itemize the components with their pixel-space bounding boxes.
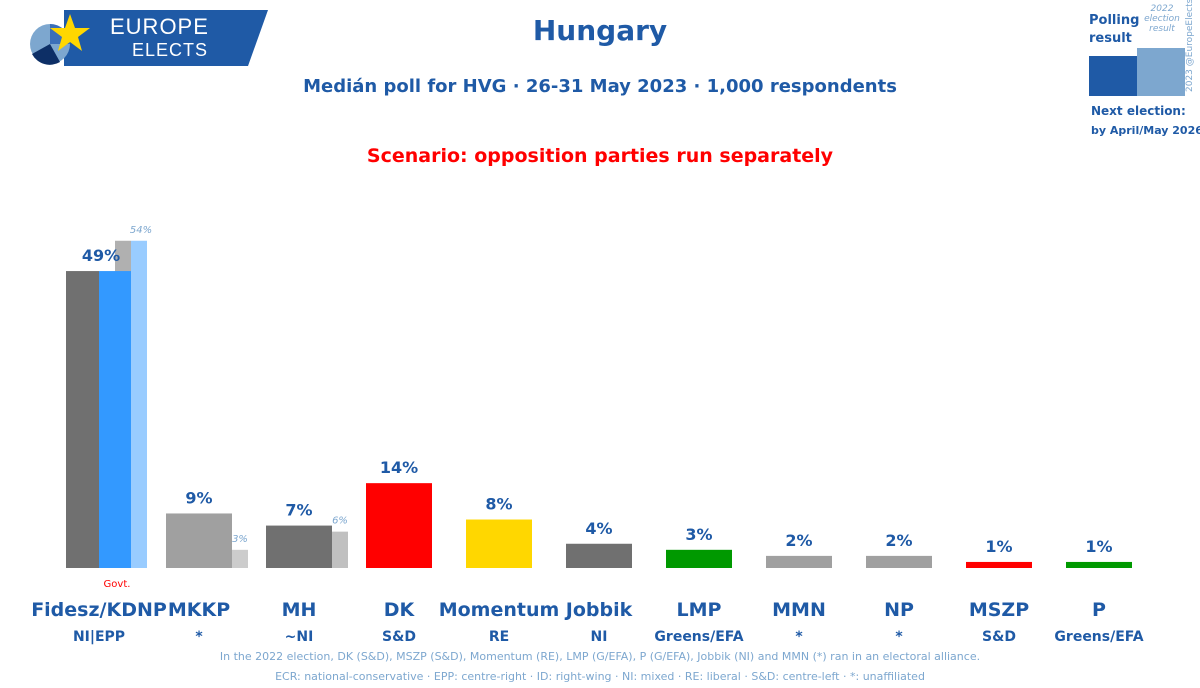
bar-mmn	[766, 555, 832, 568]
bar-jobbik	[566, 543, 632, 568]
bar-fidesz-kdnp-shadow	[66, 271, 99, 568]
legend-previous-swatch	[1137, 48, 1185, 96]
chart-subtitle: Medián poll for HVG · 26-31 May 2023 · 1…	[303, 76, 897, 97]
party-group-np: *	[895, 629, 903, 645]
party-name-dk: DK	[384, 599, 416, 621]
bar-mkkp	[166, 513, 232, 568]
party-name-np: NP	[884, 599, 914, 621]
scenario-label: Scenario: opposition parties run separat…	[366, 145, 834, 167]
party-group-jobbik: NI	[591, 629, 608, 645]
value-label-mkkp: 9%	[185, 488, 212, 507]
value-label-p: 1%	[1085, 537, 1112, 556]
value-label-momentum: 8%	[485, 495, 512, 514]
legend-polling-label: Polling result	[1089, 13, 1140, 46]
europe-elects-logo: EUROPE ELECTS	[20, 10, 268, 66]
legend-previous-label: 2022 election result	[1144, 4, 1180, 34]
logo-pie-slice	[32, 44, 60, 65]
logo-line1: EUROPE	[110, 14, 209, 39]
bar-momentum	[466, 519, 532, 568]
party-group-p: Greens/EFA	[1054, 629, 1143, 645]
party-group-lmp: Greens/EFA	[654, 629, 743, 645]
legend-poll-swatch	[1089, 56, 1137, 96]
value-label-lmp: 3%	[685, 525, 712, 544]
value-label-mszp: 1%	[985, 537, 1012, 556]
party-group-dk: S&D	[382, 629, 416, 645]
bar-dk	[366, 483, 432, 568]
party-group-mszp: S&D	[982, 629, 1016, 645]
next-election-value: by April/May 2026	[1091, 124, 1200, 137]
footnote-alliance: In the 2022 election, DK (S&D), MSZP (S&…	[219, 650, 981, 663]
party-name-lmp: LMP	[677, 599, 722, 621]
star-icon	[50, 14, 90, 51]
govt-badge: Govt.	[104, 579, 131, 590]
party-name-p: P	[1092, 599, 1106, 621]
prev-label-mkkp: 3%	[232, 534, 248, 545]
party-group-momentum: RE	[489, 629, 509, 645]
bar-mszp	[966, 561, 1032, 568]
party-name-mkkp: MKKP	[168, 599, 230, 621]
bar-fidesz-kdnp	[99, 271, 132, 568]
bar-mh	[266, 525, 332, 568]
party-name-mh: MH	[282, 599, 317, 621]
value-label-mh: 7%	[285, 501, 312, 520]
logo-graphic	[30, 10, 268, 66]
value-label-np: 2%	[885, 531, 912, 550]
party-name-jobbik: Jobbik	[564, 599, 633, 621]
bar-lmp	[666, 549, 732, 568]
bar-p	[1066, 561, 1132, 568]
logo-line2: ELECTS	[132, 40, 209, 60]
bar-mkkp-prev	[232, 549, 248, 568]
prev-label-mh: 6%	[332, 516, 348, 527]
prev-label-fidesz-kdnp: 54%	[130, 225, 152, 236]
party-group-mh: ~NI	[285, 629, 314, 645]
value-label-dk: 14%	[380, 458, 418, 477]
party-group-fidesz-kdnp: NI|EPP	[73, 629, 125, 645]
party-name-fidesz-kdnp: Fidesz/KDNP	[31, 599, 167, 621]
footnote-groups: ECR: national-conservative · EPP: centre…	[275, 670, 925, 683]
value-label-mmn: 2%	[785, 531, 812, 550]
party-name-mszp: MSZP	[969, 599, 1029, 621]
legend: Polling result 2022 election result 2023…	[1085, 0, 1200, 144]
chart-title: Hungary	[532, 14, 668, 47]
party-name-momentum: Momentum	[439, 599, 560, 621]
party-name-mmn: MMN	[772, 599, 826, 621]
value-label-fidesz-kdnp: 49%	[82, 246, 120, 265]
logo-banner	[64, 10, 268, 66]
bar-np	[866, 555, 932, 568]
bar-mh-prev	[332, 531, 348, 568]
party-group-mmn: *	[795, 629, 803, 645]
value-label-jobbik: 4%	[585, 519, 612, 538]
bars-layer: 49% 54% Govt. Fidesz/KDNP NI|EPP 9% 3% MKKP * 7% 6…	[31, 225, 1144, 645]
party-group-mkkp: *	[195, 629, 203, 645]
next-election-label: Next election:	[1091, 104, 1186, 118]
bar-fidesz-kdnp-prev	[131, 240, 147, 568]
